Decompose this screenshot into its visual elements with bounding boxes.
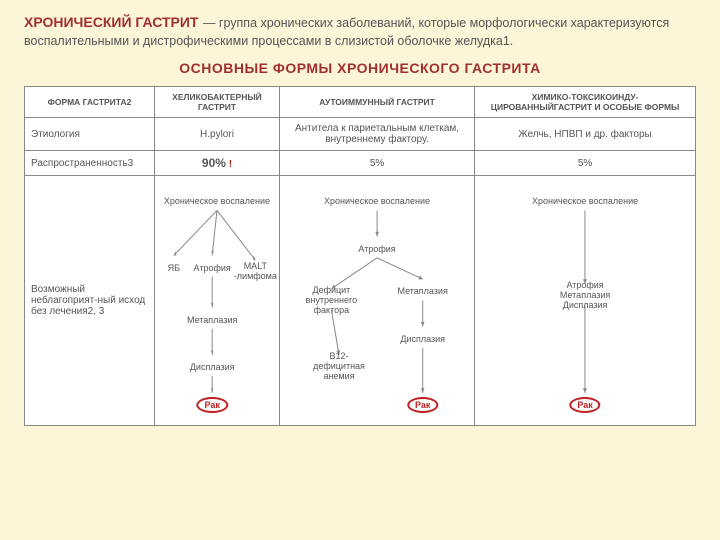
flow-node-chem-amd: АтрофияМетаплазияДисплазия bbox=[550, 281, 620, 311]
row-etiology: Этиология H.pylori Антитела к париетальн… bbox=[25, 118, 696, 151]
flow-node-heli-yab: ЯБ bbox=[168, 263, 180, 273]
flow-node-auto-b12: B12-дефицитнаяанемия bbox=[304, 352, 374, 382]
flow-node-auto-meta: Метаплазия bbox=[397, 286, 447, 296]
flow-auto: Хроническое воспаление Атрофия Дефицитвнут… bbox=[279, 176, 474, 426]
prevalence-auto: 5% bbox=[279, 151, 474, 176]
header-title: ХРОНИЧЕСКИЙ ГАСТРИТ bbox=[24, 14, 198, 30]
col-chem: ХИМИКО-ТОКСИКОИНДУ-ЦИРОВАННЫЙГАСТРИТ И О… bbox=[475, 87, 696, 118]
etiology-label: Этиология bbox=[25, 118, 155, 151]
col-heli: ХЕЛИКОБАКТЕРНЫЙ ГАСТРИТ bbox=[155, 87, 280, 118]
row-outcome: Возможный неблагоприят-ный исход без леч… bbox=[25, 176, 696, 426]
flow-node-chem-inflam: Хроническое воспаление bbox=[532, 196, 638, 206]
col-form: ФОРМА ГАСТРИТА2 bbox=[25, 87, 155, 118]
flow-node-auto-disp: Дисплазия bbox=[400, 334, 445, 344]
gastritis-table: ФОРМА ГАСТРИТА2 ХЕЛИКОБАКТЕРНЫЙ ГАСТРИТ … bbox=[24, 86, 696, 426]
flow-node-chem-rak: Рак bbox=[569, 397, 600, 413]
flow-node-auto-rak: Рак bbox=[407, 397, 438, 413]
prevalence-chem: 5% bbox=[475, 151, 696, 176]
flow-node-auto-defvf: Дефицитвнутреннегофактора bbox=[296, 286, 366, 316]
prevalence-heli-exclaim: ! bbox=[229, 159, 232, 170]
subtitle: ОСНОВНЫЕ ФОРМЫ ХРОНИЧЕСКОГО ГАСТРИТА bbox=[24, 60, 696, 76]
col-auto: АУТОИММУННЫЙ ГАСТРИТ bbox=[279, 87, 474, 118]
table-header-row: ФОРМА ГАСТРИТА2 ХЕЛИКОБАКТЕРНЫЙ ГАСТРИТ … bbox=[25, 87, 696, 118]
flow-node-heli-disp: Дисплазия bbox=[190, 362, 235, 372]
row-prevalence: Распространенность3 90% ! 5% 5% bbox=[25, 151, 696, 176]
flow-node-heli-rak: Рак bbox=[196, 397, 227, 413]
outcome-label: Возможный неблагоприят-ный исход без леч… bbox=[25, 176, 155, 426]
etiology-chem: Желчь, НПВП и др. факторы bbox=[475, 118, 696, 151]
header-block: ХРОНИЧЕСКИЙ ГАСТРИТ — группа хронических… bbox=[24, 14, 696, 50]
etiology-auto: Антитела к париетальным клеткам, внутрен… bbox=[279, 118, 474, 151]
prevalence-label: Распространенность3 bbox=[25, 151, 155, 176]
flow-node-auto-atro: Атрофия bbox=[358, 244, 395, 254]
prevalence-heli-value: 90% bbox=[202, 156, 226, 170]
flow-node-heli-inflam: Хроническое воспаление bbox=[164, 196, 270, 206]
prevalence-heli: 90% ! bbox=[155, 151, 280, 176]
flow-node-auto-inflam: Хроническое воспаление bbox=[324, 196, 430, 206]
flow-heli: Хроническое воспалениеЯБАтрофияMALT-лимф… bbox=[155, 176, 280, 426]
etiology-heli: H.pylori bbox=[155, 118, 280, 151]
flow-node-heli-meta: Метаплазия bbox=[187, 315, 237, 325]
flow-chem: Хроническое воспаление АтрофияМетаплазияД… bbox=[475, 176, 696, 426]
